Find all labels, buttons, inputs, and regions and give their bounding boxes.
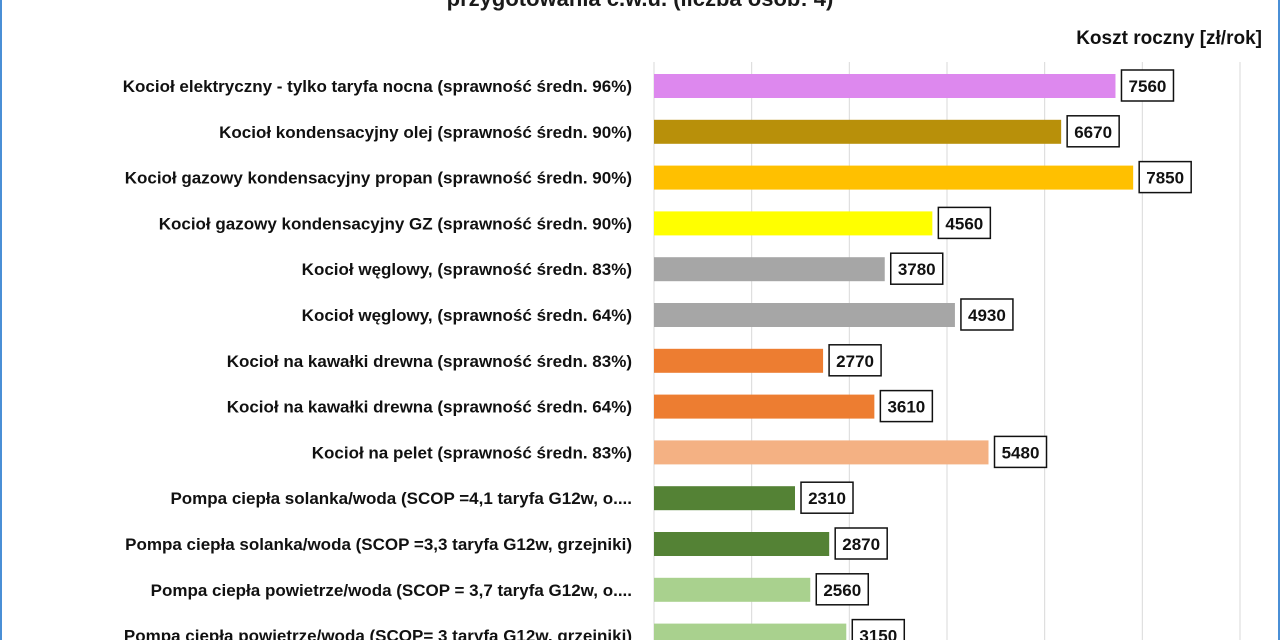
data-label: 2310 [800,481,854,514]
data-label-text: 2310 [808,489,846,508]
bar [654,257,885,282]
bar [654,486,796,511]
data-label-box [815,573,870,606]
bar [654,165,1134,190]
data-label: 2770 [828,344,882,377]
data-label: 3610 [879,389,934,423]
bar [654,303,955,327]
data-label-text: 4560 [945,214,983,233]
data-label-box [937,206,992,240]
data-label-text: 7850 [1146,169,1184,188]
bar [654,623,847,640]
bar [654,532,830,556]
data-label-box [879,389,934,423]
data-label-text: 2870 [842,535,880,554]
data-label-box [889,252,944,285]
bars [654,74,1134,640]
category-label: Pompa ciepła powietrze/woda (SCOP= 3 tar… [124,627,632,640]
data-label: 2870 [834,527,888,560]
data-label: 4560 [937,206,992,240]
data-labels: 7560 6670 7850 4560 3780 4930 2770 3610 5480 2310… [800,69,1192,640]
data-label: 2560 [815,573,870,606]
chart-title: przygotowania c.w.u. (liczba osób: 4) [0,0,1280,12]
data-label-text: 3610 [887,398,925,417]
data-label: 4930 [960,298,1014,331]
data-label: 7850 [1138,160,1192,194]
bar [654,211,933,236]
category-label: Kocioł na kawałki drewna (sprawność śred… [227,352,632,371]
bar [654,348,824,373]
data-label: 6670 [1066,115,1120,148]
category-label: Kocioł gazowy kondensacyjny GZ (sprawnoś… [159,214,632,233]
category-label: Kocioł na pelet (sprawność średn. 83%) [312,443,632,462]
data-label-box [1120,69,1175,102]
category-label: Kocioł gazowy kondensacyjny propan (spra… [125,169,632,188]
data-label-box [1138,160,1192,194]
data-label-text: 4930 [968,306,1006,325]
data-label-text: 2560 [823,581,861,600]
category-label: Pompa ciepła solanka/woda (SCOP =3,3 tar… [125,535,632,554]
data-label-text: 6670 [1074,123,1112,142]
data-label-text: 5480 [1002,443,1040,462]
bar [654,394,875,419]
data-label-box [1066,115,1120,148]
category-label: Kocioł kondensacyjny olej (sprawność śre… [219,123,632,142]
data-label: 3780 [889,252,944,285]
category-label: Kocioł elektryczny - tylko taryfa nocna … [123,77,632,96]
bar [654,74,1116,98]
data-label-text: 3780 [898,260,936,279]
category-label: Kocioł węglowy, (sprawność średn. 83%) [302,260,632,279]
data-label-text: 7560 [1129,77,1167,96]
data-label-box [993,435,1048,469]
data-label-box [828,344,882,377]
data-label-text: 2770 [836,352,874,371]
data-label: 3150 [851,618,906,640]
data-label-text: 3150 [859,627,897,640]
category-labels: Kocioł elektryczny - tylko taryfa nocna … [123,77,632,640]
bar [654,577,811,602]
data-label: 7560 [1120,69,1175,102]
bar [654,119,1062,144]
data-label-box [800,481,854,514]
category-label: Kocioł na kawałki drewna (sprawność śred… [227,398,632,417]
data-label-box [960,298,1014,331]
category-label: Pompa ciepła powietrze/woda (SCOP = 3,7 … [151,581,632,600]
category-label: Pompa ciepła solanka/woda (SCOP =4,1 tar… [170,489,632,508]
value-axis-title: Koszt roczny [zł/rok] [1076,28,1262,49]
bar [654,440,989,465]
data-label: 5480 [993,435,1048,469]
category-label: Kocioł węglowy, (sprawność średn. 64%) [302,306,632,325]
data-label-box [851,618,906,640]
data-label-box [834,527,888,560]
